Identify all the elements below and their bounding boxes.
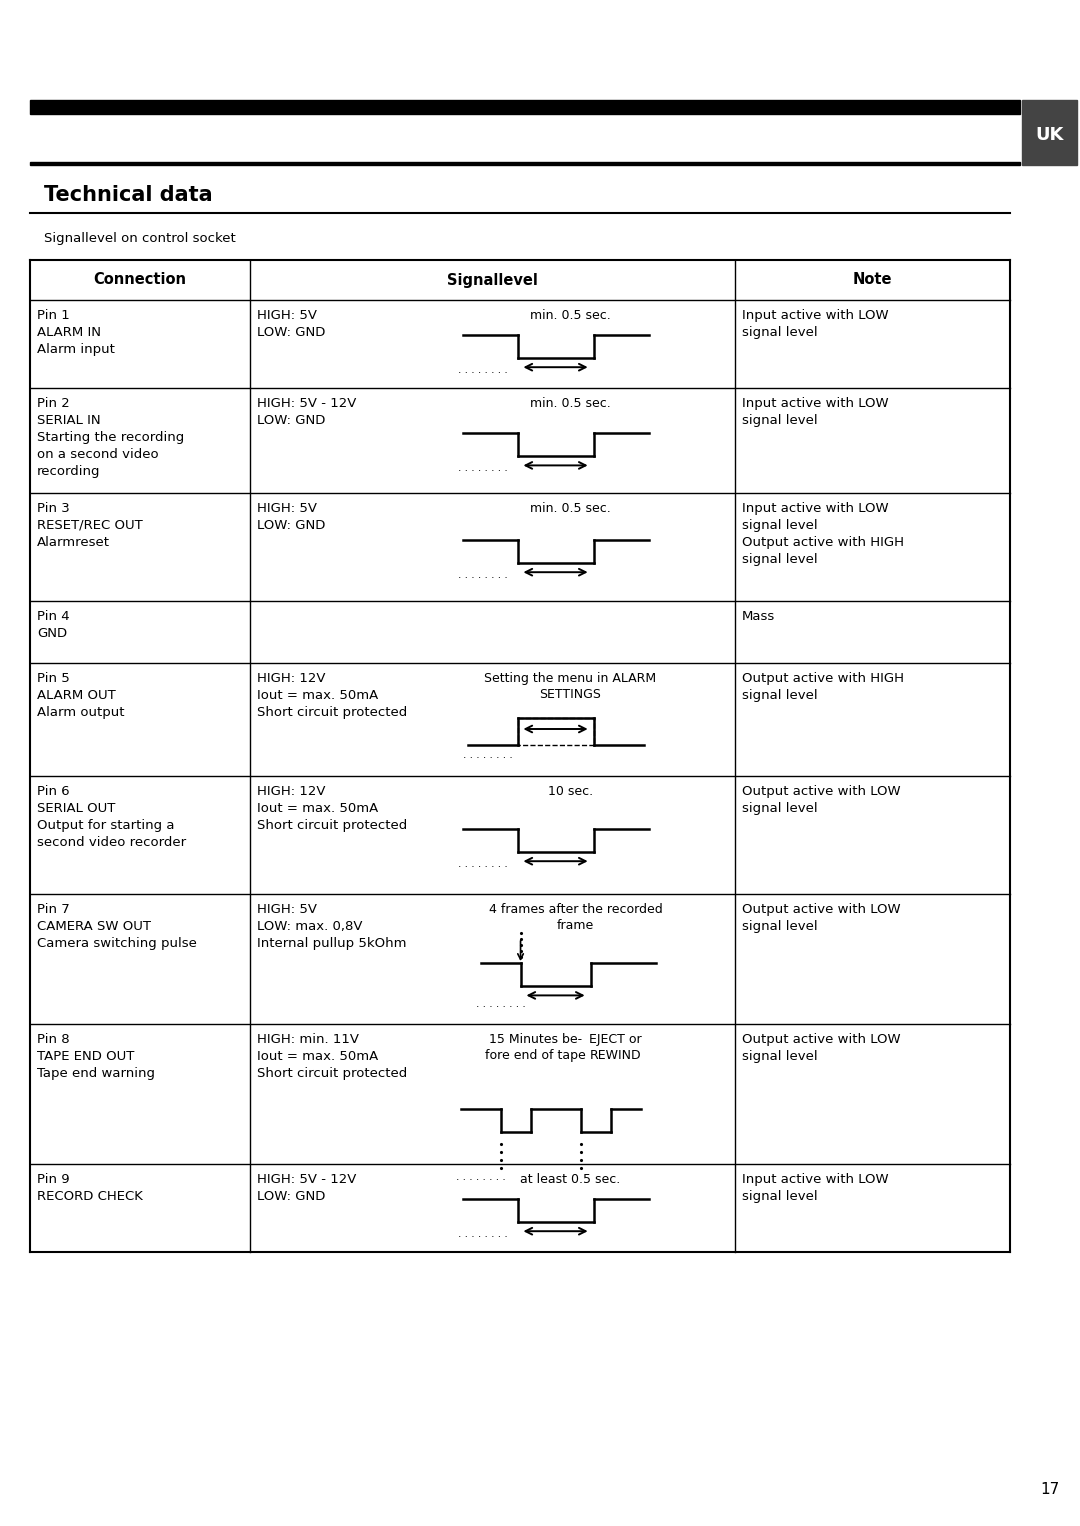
Text: signal level: signal level bbox=[742, 327, 818, 339]
Text: signal level: signal level bbox=[742, 1190, 818, 1202]
Text: fore end of tape: fore end of tape bbox=[485, 1048, 586, 1062]
Text: HIGH: 12V: HIGH: 12V bbox=[257, 671, 325, 685]
Text: Output active with LOW: Output active with LOW bbox=[742, 1033, 901, 1045]
Text: . . . . . . . .: . . . . . . . . bbox=[456, 1172, 505, 1183]
Text: Pin 7: Pin 7 bbox=[37, 903, 70, 916]
Text: UK: UK bbox=[1036, 127, 1064, 145]
Text: Pin 2: Pin 2 bbox=[37, 397, 70, 410]
Text: LOW: GND: LOW: GND bbox=[257, 1190, 325, 1202]
Text: Pin 5: Pin 5 bbox=[37, 671, 70, 685]
Text: min. 0.5 sec.: min. 0.5 sec. bbox=[530, 502, 611, 514]
Text: frame: frame bbox=[557, 919, 594, 932]
Text: SERIAL OUT: SERIAL OUT bbox=[37, 803, 116, 815]
Text: Input active with LOW: Input active with LOW bbox=[742, 308, 889, 322]
Text: Output active with LOW: Output active with LOW bbox=[742, 903, 901, 916]
Text: HIGH: 5V: HIGH: 5V bbox=[257, 502, 318, 514]
Text: Connection: Connection bbox=[94, 273, 187, 287]
Text: Pin 9: Pin 9 bbox=[37, 1173, 69, 1186]
Text: Short circuit protected: Short circuit protected bbox=[257, 819, 407, 832]
Text: ALARM OUT: ALARM OUT bbox=[37, 690, 116, 702]
Text: Iout = max. 50mA: Iout = max. 50mA bbox=[257, 803, 378, 815]
Text: REWIND: REWIND bbox=[590, 1048, 642, 1062]
Bar bbox=[1022, 101, 1077, 165]
Text: SERIAL IN: SERIAL IN bbox=[37, 414, 100, 427]
Text: 17: 17 bbox=[1040, 1482, 1059, 1497]
Text: Pin 4: Pin 4 bbox=[37, 610, 69, 623]
Text: SETTINGS: SETTINGS bbox=[540, 688, 602, 700]
Text: signal level: signal level bbox=[742, 920, 818, 932]
Text: Iout = max. 50mA: Iout = max. 50mA bbox=[257, 690, 378, 702]
Text: Output for starting a: Output for starting a bbox=[37, 819, 175, 832]
Text: Alarm input: Alarm input bbox=[37, 343, 114, 356]
Text: Pin 3: Pin 3 bbox=[37, 502, 70, 514]
Text: LOW: GND: LOW: GND bbox=[257, 519, 325, 533]
Text: signal level: signal level bbox=[742, 803, 818, 815]
Text: 4 frames after the recorded: 4 frames after the recorded bbox=[488, 903, 662, 916]
Text: CAMERA SW OUT: CAMERA SW OUT bbox=[37, 920, 151, 932]
Text: Starting the recording: Starting the recording bbox=[37, 430, 185, 444]
Text: min. 0.5 sec.: min. 0.5 sec. bbox=[530, 397, 611, 410]
Bar bbox=[517, 719, 594, 745]
Bar bbox=[30, 162, 1020, 165]
Text: Output active with HIGH: Output active with HIGH bbox=[742, 671, 904, 685]
Text: Input active with LOW: Input active with LOW bbox=[742, 1173, 889, 1186]
Text: Camera switching pulse: Camera switching pulse bbox=[37, 937, 197, 951]
Text: 15 Minutes be-: 15 Minutes be- bbox=[489, 1033, 582, 1045]
Text: Internal pullup 5kOhm: Internal pullup 5kOhm bbox=[257, 937, 406, 951]
Text: Output active with HIGH: Output active with HIGH bbox=[742, 536, 904, 549]
Text: Mass: Mass bbox=[742, 610, 775, 623]
Text: ALARM IN: ALARM IN bbox=[37, 327, 102, 339]
Bar bbox=[30, 101, 1020, 114]
Text: . . . . . . . .: . . . . . . . . bbox=[475, 1000, 525, 1009]
Text: . . . . . . . .: . . . . . . . . bbox=[458, 464, 508, 473]
Text: signal level: signal level bbox=[742, 1050, 818, 1064]
Text: Technical data: Technical data bbox=[44, 185, 213, 204]
Text: 10 sec.: 10 sec. bbox=[548, 784, 593, 798]
Text: Tape end warning: Tape end warning bbox=[37, 1067, 156, 1080]
Text: Signallevel: Signallevel bbox=[447, 273, 538, 287]
Text: Alarmreset: Alarmreset bbox=[37, 536, 110, 549]
Text: Pin 6: Pin 6 bbox=[37, 784, 69, 798]
Text: signal level: signal level bbox=[742, 414, 818, 427]
Text: Note: Note bbox=[853, 273, 892, 287]
Text: LOW: max. 0,8V: LOW: max. 0,8V bbox=[257, 920, 363, 932]
Text: Pin 8: Pin 8 bbox=[37, 1033, 69, 1045]
Text: signal level: signal level bbox=[742, 552, 818, 566]
Text: TAPE END OUT: TAPE END OUT bbox=[37, 1050, 134, 1064]
Text: LOW: GND: LOW: GND bbox=[257, 327, 325, 339]
Text: Output active with LOW: Output active with LOW bbox=[742, 784, 901, 798]
Text: min. 0.5 sec.: min. 0.5 sec. bbox=[530, 308, 611, 322]
Text: Signallevel on control socket: Signallevel on control socket bbox=[44, 232, 235, 246]
Text: at least 0.5 sec.: at least 0.5 sec. bbox=[521, 1173, 621, 1186]
Text: HIGH: 12V: HIGH: 12V bbox=[257, 784, 325, 798]
Text: on a second video: on a second video bbox=[37, 449, 159, 461]
Text: . . . . . . . .: . . . . . . . . bbox=[458, 571, 508, 580]
Text: HIGH: 5V - 12V: HIGH: 5V - 12V bbox=[257, 1173, 356, 1186]
Text: RESET/REC OUT: RESET/REC OUT bbox=[37, 519, 143, 533]
Text: Alarm output: Alarm output bbox=[37, 707, 124, 719]
Text: Pin 1: Pin 1 bbox=[37, 308, 70, 322]
Text: EJECT or: EJECT or bbox=[590, 1033, 642, 1045]
Text: . . . . . . . .: . . . . . . . . bbox=[458, 365, 508, 375]
Text: Short circuit protected: Short circuit protected bbox=[257, 1067, 407, 1080]
Text: RECORD CHECK: RECORD CHECK bbox=[37, 1190, 143, 1202]
Text: signal level: signal level bbox=[742, 519, 818, 533]
Text: signal level: signal level bbox=[742, 690, 818, 702]
Text: second video recorder: second video recorder bbox=[37, 836, 186, 848]
Text: HIGH: 5V: HIGH: 5V bbox=[257, 903, 318, 916]
Text: GND: GND bbox=[37, 627, 67, 639]
Text: Iout = max. 50mA: Iout = max. 50mA bbox=[257, 1050, 378, 1064]
Text: . . . . . . . .: . . . . . . . . bbox=[458, 859, 508, 870]
Text: LOW: GND: LOW: GND bbox=[257, 414, 325, 427]
Text: Setting the menu in ALARM: Setting the menu in ALARM bbox=[485, 671, 657, 685]
Text: Input active with LOW: Input active with LOW bbox=[742, 397, 889, 410]
Text: HIGH: 5V: HIGH: 5V bbox=[257, 308, 318, 322]
Text: recording: recording bbox=[37, 465, 100, 478]
Text: . . . . . . . .: . . . . . . . . bbox=[458, 1230, 508, 1239]
Text: HIGH: min. 11V: HIGH: min. 11V bbox=[257, 1033, 359, 1045]
Text: Short circuit protected: Short circuit protected bbox=[257, 707, 407, 719]
Text: . . . . . . . .: . . . . . . . . bbox=[462, 751, 512, 760]
Text: Input active with LOW: Input active with LOW bbox=[742, 502, 889, 514]
Text: HIGH: 5V - 12V: HIGH: 5V - 12V bbox=[257, 397, 356, 410]
